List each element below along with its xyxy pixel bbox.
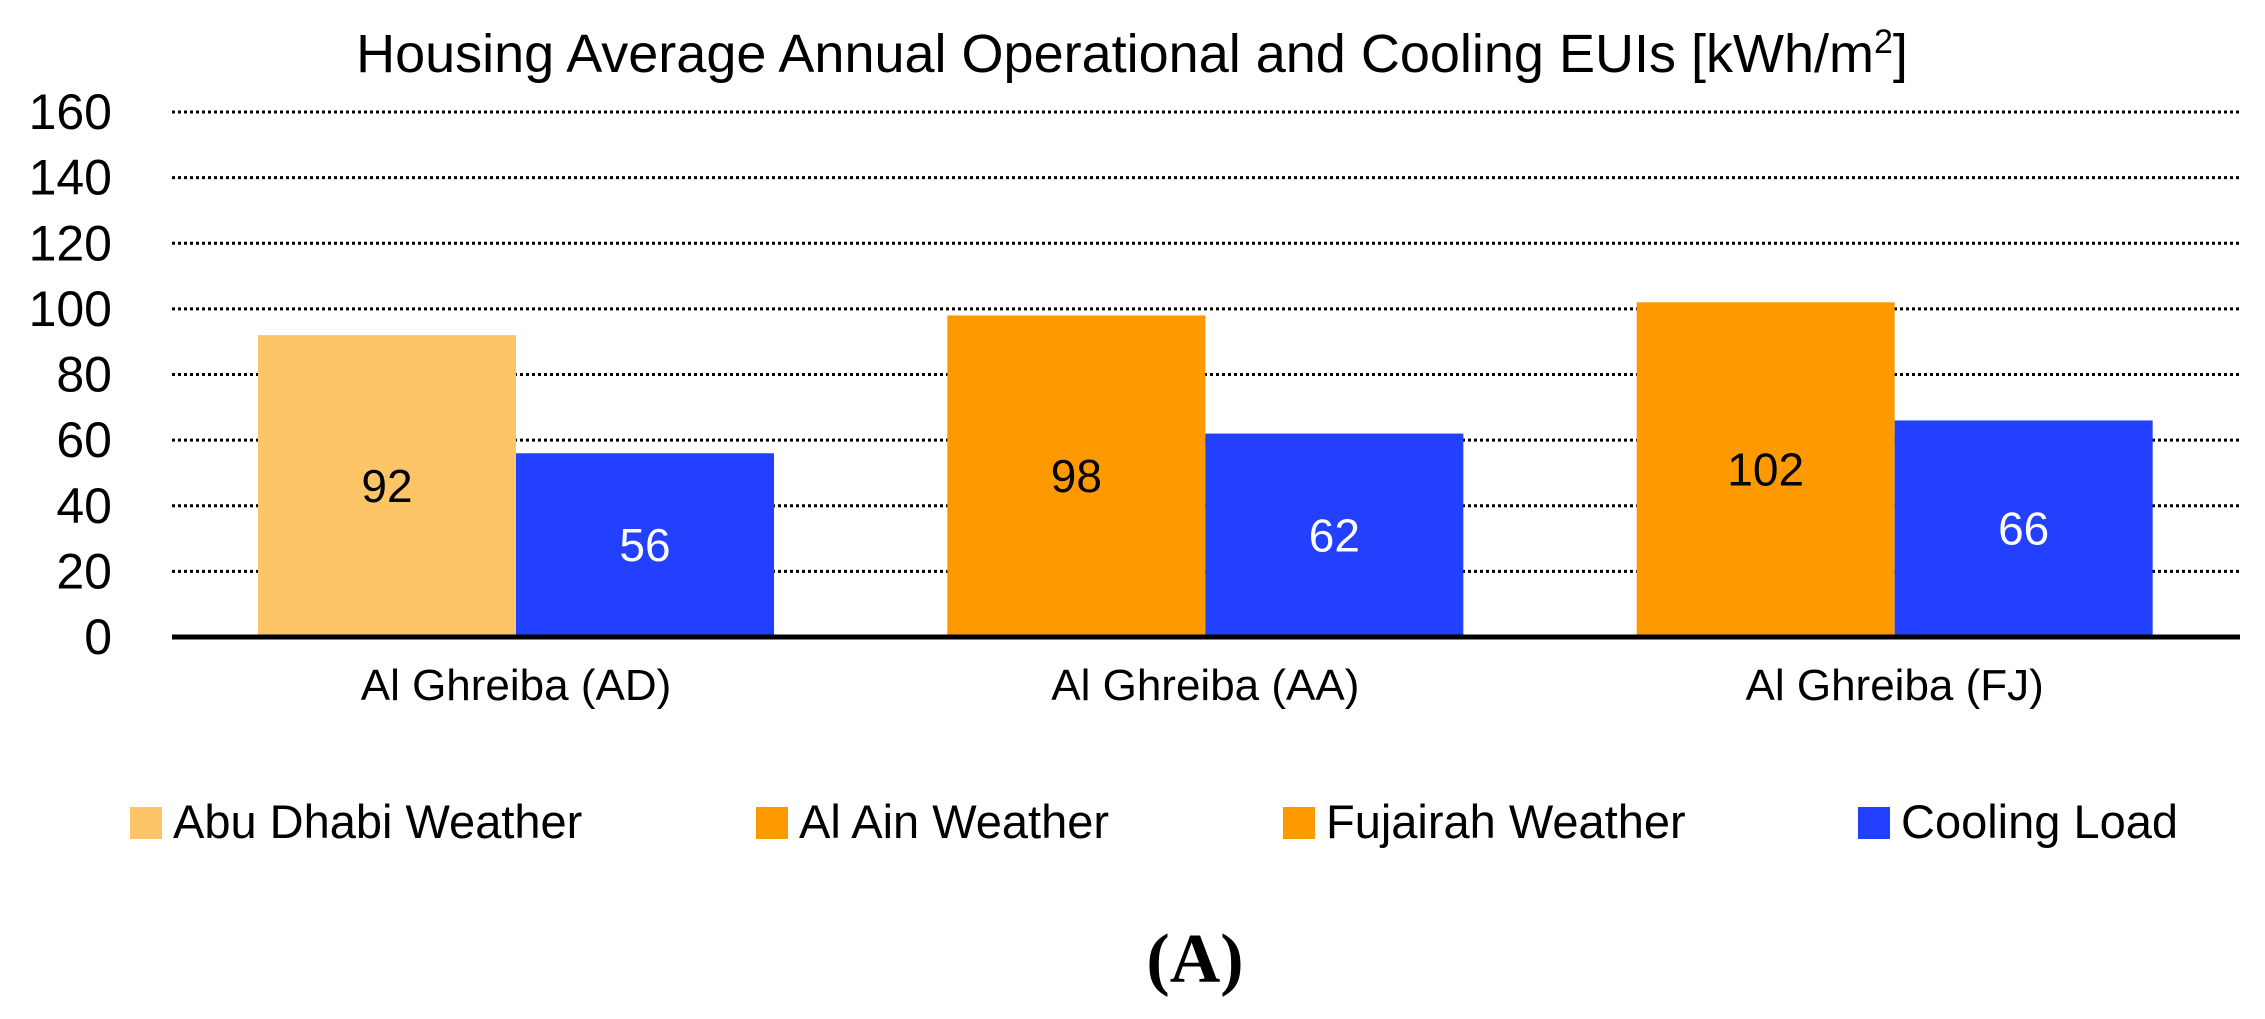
legend-swatch-1 bbox=[756, 807, 788, 839]
x-tick-label-1: Al Ghreiba (AA) bbox=[1051, 661, 1359, 710]
panel-label: (A) bbox=[1146, 921, 1243, 998]
data-label-operational-0: 92 bbox=[361, 460, 412, 512]
y-tick-label-0: 0 bbox=[84, 609, 112, 665]
y-axis-ticks: 0 20 40 60 80 100 120 140 160 bbox=[29, 84, 112, 665]
legend-swatch-2 bbox=[1283, 807, 1315, 839]
bar-operational-2 bbox=[1636, 302, 1895, 637]
legend-swatch-0 bbox=[130, 807, 162, 839]
legend: Abu Dhabi Weather Al Ain Weather Fujairah … bbox=[130, 795, 2178, 848]
data-label-cooling-2: 66 bbox=[1998, 503, 2049, 555]
chart-title-main: Housing Average Annual Operational and C… bbox=[356, 24, 1874, 84]
legend-label-3: Cooling Load bbox=[1901, 795, 2178, 848]
y-tick-label-20: 20 bbox=[56, 543, 112, 599]
bars: 92 56 98 62 102 66 bbox=[258, 302, 2153, 637]
y-tick-label-40: 40 bbox=[56, 478, 112, 534]
chart-title: Housing Average Annual Operational and C… bbox=[356, 23, 1908, 84]
bar-cooling-1 bbox=[1205, 433, 1464, 637]
x-tick-label-0: Al Ghreiba (AD) bbox=[361, 661, 672, 710]
y-tick-label-140: 140 bbox=[29, 150, 112, 206]
y-tick-label-160: 160 bbox=[29, 84, 112, 140]
legend-label-1: Al Ain Weather bbox=[799, 795, 1109, 848]
y-tick-label-100: 100 bbox=[29, 281, 112, 337]
legend-swatch-3 bbox=[1858, 807, 1890, 839]
data-label-operational-1: 98 bbox=[1051, 450, 1102, 502]
bar-cooling-2 bbox=[1894, 420, 2153, 637]
bar-operational-0 bbox=[258, 335, 516, 637]
legend-label-0: Abu Dhabi Weather bbox=[173, 795, 582, 848]
data-label-operational-2: 102 bbox=[1727, 444, 1804, 496]
y-tick-label-120: 120 bbox=[29, 215, 112, 271]
y-tick-label-80: 80 bbox=[56, 347, 112, 403]
legend-label-2: Fujairah Weather bbox=[1326, 795, 1686, 848]
bar-operational-1 bbox=[947, 315, 1206, 637]
category-labels: Al Ghreiba (AD) Al Ghreiba (AA) Al Ghreiba… bbox=[361, 661, 2044, 710]
chart-title-end: ] bbox=[1893, 24, 1908, 84]
bar-cooling-0 bbox=[516, 453, 774, 637]
y-tick-label-60: 60 bbox=[56, 412, 112, 468]
data-label-cooling-0: 56 bbox=[619, 519, 670, 571]
chart-title-superscript: 2 bbox=[1874, 23, 1893, 61]
x-tick-label-2: Al Ghreiba (FJ) bbox=[1746, 661, 2044, 710]
data-label-cooling-1: 62 bbox=[1309, 509, 1360, 561]
